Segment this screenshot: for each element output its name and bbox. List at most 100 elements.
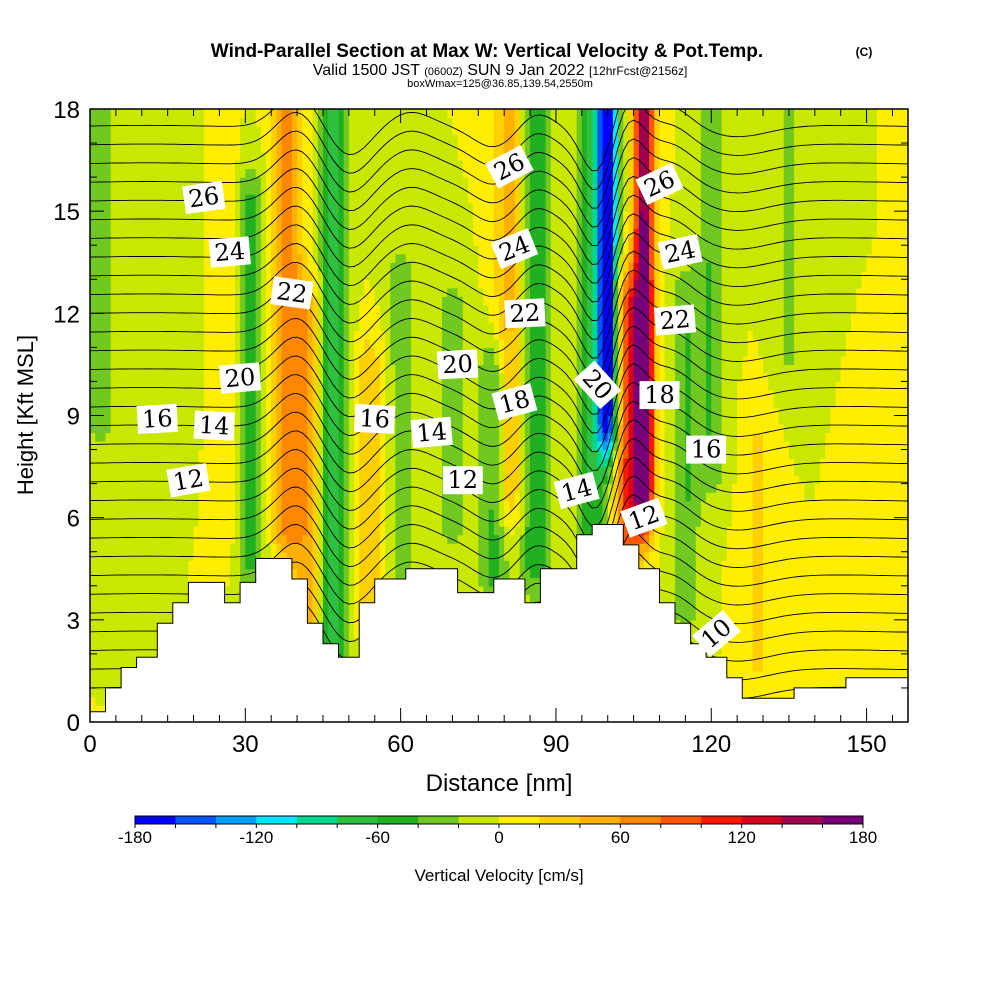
velocity-cell (90, 441, 96, 451)
velocity-cell (431, 143, 438, 153)
velocity-cell (421, 211, 428, 221)
velocity-cell (255, 253, 262, 263)
velocity-cell (333, 432, 340, 442)
velocity-cell (255, 117, 262, 127)
velocity-cell (152, 543, 158, 553)
velocity-cell (317, 551, 324, 561)
velocity-cell (436, 262, 443, 272)
velocity-cell (95, 236, 101, 246)
velocity-cell (333, 330, 340, 340)
velocity-cell (126, 500, 133, 510)
velocity-cell (297, 134, 303, 144)
velocity-cell (395, 194, 402, 204)
velocity-cell (442, 551, 448, 561)
velocity-cell (90, 245, 96, 255)
velocity-cell (410, 406, 417, 417)
velocity-cell (410, 211, 417, 221)
velocity-cell (297, 245, 303, 255)
velocity-cell (250, 194, 257, 204)
velocity-cell (105, 517, 112, 527)
velocity-cell (436, 151, 443, 161)
velocity-cell (400, 245, 407, 255)
velocity-cell (276, 517, 283, 527)
velocity-cell (297, 543, 303, 553)
velocity-cell (219, 483, 226, 493)
velocity-cell (322, 109, 329, 119)
velocity-cell (255, 245, 262, 255)
velocity-cell (400, 168, 407, 178)
velocity-cell (369, 151, 376, 161)
velocity-cell (162, 279, 169, 289)
velocity-cell (250, 185, 257, 195)
velocity-cell (395, 424, 402, 434)
velocity-cell (291, 330, 298, 340)
velocity-cell (328, 364, 334, 374)
velocity-cell (224, 330, 231, 340)
velocity-cell (203, 355, 210, 366)
velocity-cell (224, 517, 231, 527)
velocity-cell (245, 509, 252, 519)
velocity-cell (126, 653, 133, 663)
velocity-cell (219, 117, 226, 127)
velocity-cell (369, 211, 376, 221)
velocity-cell (307, 406, 314, 417)
velocity-cell (162, 441, 169, 451)
velocity-cell (162, 432, 169, 442)
velocity-cell (136, 287, 143, 297)
velocity-cell (359, 432, 365, 442)
velocity-cell (136, 509, 143, 519)
velocity-cell (390, 364, 397, 374)
velocity-cell (224, 304, 231, 314)
velocity-cell (110, 279, 117, 289)
velocity-cell (167, 517, 174, 527)
velocity-cell (209, 500, 215, 510)
velocity-cell (333, 398, 340, 408)
velocity-cell (442, 296, 448, 306)
velocity-cell (105, 534, 112, 544)
velocity-cell (421, 287, 428, 297)
velocity-cell (348, 645, 355, 655)
velocity-cell (136, 432, 143, 442)
velocity-cell (255, 287, 262, 297)
velocity-cell (188, 509, 195, 519)
velocity-cell (198, 313, 205, 323)
velocity-cell (100, 662, 107, 672)
velocity-cell (224, 492, 231, 502)
velocity-cell (410, 279, 417, 289)
velocity-cell (131, 602, 138, 612)
velocity-cell (276, 389, 283, 400)
velocity-cell (95, 466, 101, 476)
velocity-cell (369, 236, 376, 246)
velocity-cell (431, 492, 438, 502)
velocity-cell (405, 194, 412, 204)
velocity-cell (255, 262, 262, 272)
velocity-cell (307, 143, 314, 153)
velocity-cell (214, 134, 221, 144)
velocity-cell (364, 500, 371, 510)
velocity-cell (374, 372, 381, 383)
velocity-cell (100, 619, 107, 629)
velocity-cell (250, 424, 257, 434)
velocity-cell (369, 458, 376, 468)
velocity-cell (328, 466, 334, 476)
velocity-cell (302, 458, 309, 468)
velocity-cell (328, 475, 334, 485)
velocity-cell (338, 509, 345, 519)
velocity-cell (286, 449, 293, 459)
velocity-cell (105, 670, 112, 681)
velocity-cell (271, 236, 277, 246)
velocity-cell (359, 483, 365, 493)
velocity-cell (354, 245, 360, 255)
velocity-cell (379, 441, 386, 451)
velocity-cell (100, 483, 107, 493)
velocity-cell (141, 194, 148, 204)
velocity-cell (322, 458, 329, 468)
velocity-cell (405, 381, 412, 391)
velocity-cell (198, 441, 205, 451)
velocity-cell (385, 560, 391, 570)
velocity-cell (426, 245, 433, 255)
velocity-cell (131, 577, 138, 587)
velocity-cell (348, 526, 355, 536)
velocity-cell (348, 245, 355, 255)
velocity-cell (234, 296, 241, 306)
